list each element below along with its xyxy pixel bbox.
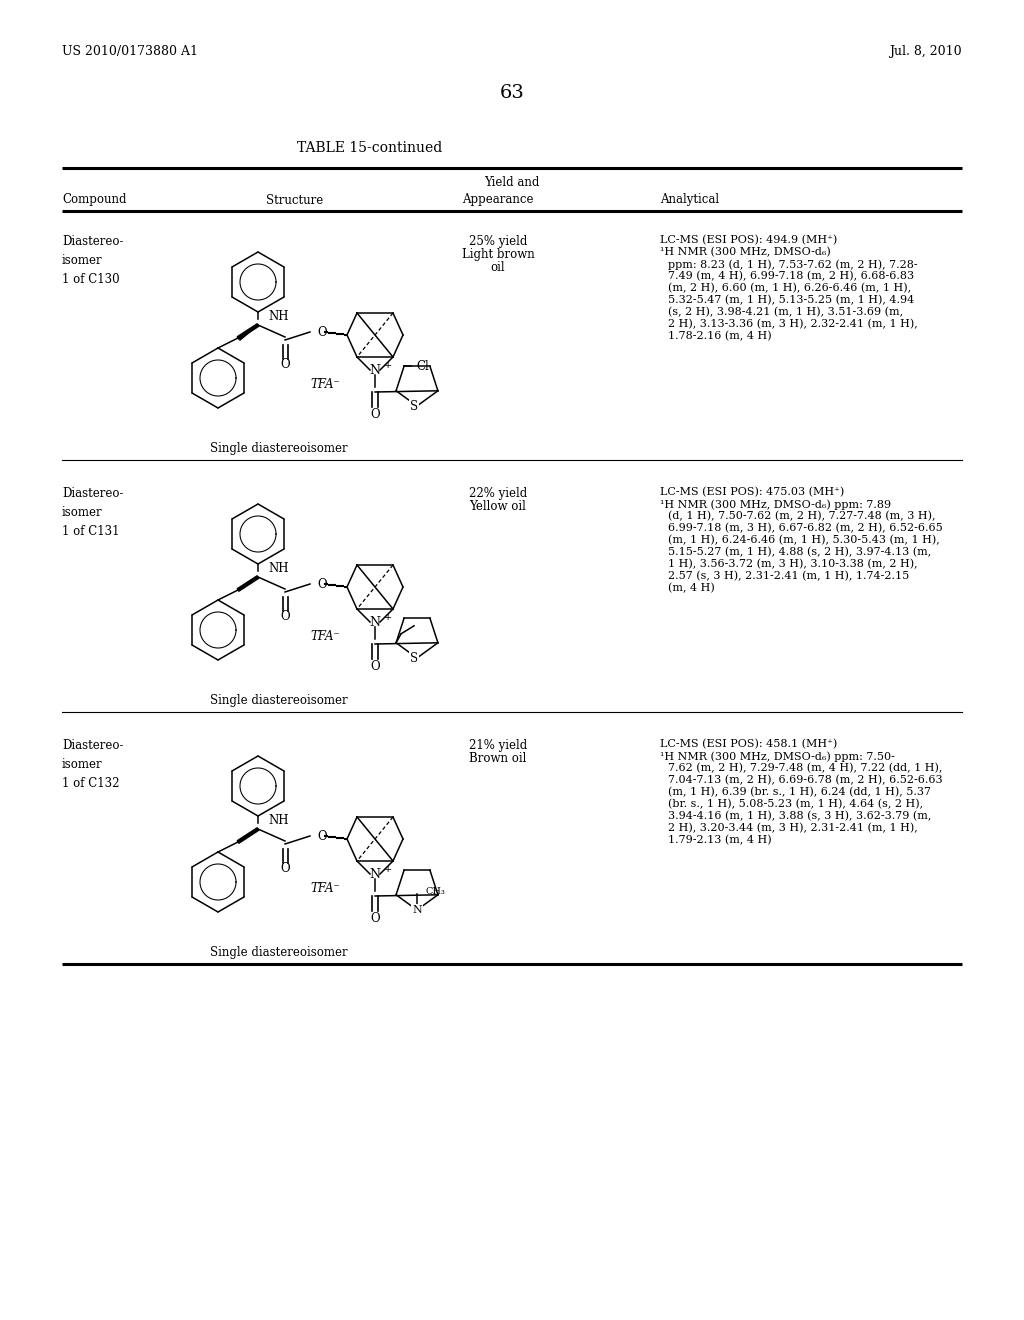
FancyArrow shape xyxy=(238,576,259,591)
Text: 1.78-2.16 (m, 4 H): 1.78-2.16 (m, 4 H) xyxy=(668,331,772,342)
Text: ¹H NMR (300 MHz, DMSO-d₆): ¹H NMR (300 MHz, DMSO-d₆) xyxy=(660,247,830,257)
Text: S: S xyxy=(410,400,418,412)
Text: 7.04-7.13 (m, 2 H), 6.69-6.78 (m, 2 H), 6.52-6.63: 7.04-7.13 (m, 2 H), 6.69-6.78 (m, 2 H), … xyxy=(668,775,943,785)
Text: ppm: 8.23 (d, 1 H), 7.53-7.62 (m, 2 H), 7.28-: ppm: 8.23 (d, 1 H), 7.53-7.62 (m, 2 H), … xyxy=(668,259,918,269)
Text: O: O xyxy=(317,578,327,590)
Text: LC-MS (ESI POS): 458.1 (MH⁺): LC-MS (ESI POS): 458.1 (MH⁺) xyxy=(660,739,838,750)
Text: O: O xyxy=(317,829,327,842)
Text: 2.57 (s, 3 H), 2.31-2.41 (m, 1 H), 1.74-2.15: 2.57 (s, 3 H), 2.31-2.41 (m, 1 H), 1.74-… xyxy=(668,572,909,581)
Text: N: N xyxy=(370,615,381,628)
Text: O: O xyxy=(371,408,380,421)
Text: 2 H), 3.13-3.36 (m, 3 H), 2.32-2.41 (m, 1 H),: 2 H), 3.13-3.36 (m, 3 H), 2.32-2.41 (m, … xyxy=(668,319,918,330)
Text: NH: NH xyxy=(268,562,289,576)
Text: +: + xyxy=(384,360,392,370)
Text: Jul. 8, 2010: Jul. 8, 2010 xyxy=(890,45,962,58)
FancyArrow shape xyxy=(238,828,259,843)
Text: Single diastereoisomer: Single diastereoisomer xyxy=(210,694,347,708)
Text: NH: NH xyxy=(268,310,289,323)
Text: N: N xyxy=(370,363,381,376)
Text: Diastereo-
isomer
1 of C131: Diastereo- isomer 1 of C131 xyxy=(62,487,124,539)
Text: Cl: Cl xyxy=(416,360,429,372)
Text: (m, 1 H), 6.24-6.46 (m, 1 H), 5.30-5.43 (m, 1 H),: (m, 1 H), 6.24-6.46 (m, 1 H), 5.30-5.43 … xyxy=(668,535,940,545)
Text: Compound: Compound xyxy=(62,194,127,206)
Text: (s, 2 H), 3.98-4.21 (m, 1 H), 3.51-3.69 (m,: (s, 2 H), 3.98-4.21 (m, 1 H), 3.51-3.69 … xyxy=(668,308,903,317)
Text: O: O xyxy=(281,862,290,875)
Text: TFA⁻: TFA⁻ xyxy=(310,379,340,392)
Text: LC-MS (ESI POS): 475.03 (MH⁺): LC-MS (ESI POS): 475.03 (MH⁺) xyxy=(660,487,844,498)
Text: CH₃: CH₃ xyxy=(425,887,444,896)
Text: Single diastereoisomer: Single diastereoisomer xyxy=(210,946,347,960)
Text: 2 H), 3.20-3.44 (m, 3 H), 2.31-2.41 (m, 1 H),: 2 H), 3.20-3.44 (m, 3 H), 2.31-2.41 (m, … xyxy=(668,822,918,833)
Text: S: S xyxy=(410,652,418,664)
Text: ¹H NMR (300 MHz, DMSO-d₆) ppm: 7.50-: ¹H NMR (300 MHz, DMSO-d₆) ppm: 7.50- xyxy=(660,751,895,762)
Text: 63: 63 xyxy=(500,84,524,102)
Text: TABLE 15-continued: TABLE 15-continued xyxy=(297,141,442,154)
Text: TFA⁻: TFA⁻ xyxy=(310,883,340,895)
Text: 7.62 (m, 2 H), 7.29-7.48 (m, 4 H), 7.22 (dd, 1 H),: 7.62 (m, 2 H), 7.29-7.48 (m, 4 H), 7.22 … xyxy=(668,763,942,774)
Text: Structure: Structure xyxy=(266,194,324,206)
Text: 1 H), 3.56-3.72 (m, 3 H), 3.10-3.38 (m, 2 H),: 1 H), 3.56-3.72 (m, 3 H), 3.10-3.38 (m, … xyxy=(668,558,918,569)
Text: O: O xyxy=(281,359,290,371)
Text: 1.79-2.13 (m, 4 H): 1.79-2.13 (m, 4 H) xyxy=(668,836,772,845)
Text: 25% yield: 25% yield xyxy=(469,235,527,248)
Text: O: O xyxy=(371,660,380,673)
Text: (br. s., 1 H), 5.08-5.23 (m, 1 H), 4.64 (s, 2 H),: (br. s., 1 H), 5.08-5.23 (m, 1 H), 4.64 … xyxy=(668,799,923,809)
Text: +: + xyxy=(384,612,392,622)
Text: 21% yield: 21% yield xyxy=(469,739,527,752)
Text: (m, 4 H): (m, 4 H) xyxy=(668,583,715,594)
Text: US 2010/0173880 A1: US 2010/0173880 A1 xyxy=(62,45,198,58)
Text: O: O xyxy=(317,326,327,338)
Text: LC-MS (ESI POS): 494.9 (MH⁺): LC-MS (ESI POS): 494.9 (MH⁺) xyxy=(660,235,838,246)
Text: Diastereo-
isomer
1 of C130: Diastereo- isomer 1 of C130 xyxy=(62,235,124,286)
Text: ¹H NMR (300 MHz, DMSO-d₆) ppm: 7.89: ¹H NMR (300 MHz, DMSO-d₆) ppm: 7.89 xyxy=(660,499,891,510)
Text: 3.94-4.16 (m, 1 H), 3.88 (s, 3 H), 3.62-3.79 (m,: 3.94-4.16 (m, 1 H), 3.88 (s, 3 H), 3.62-… xyxy=(668,810,932,821)
Text: Brown oil: Brown oil xyxy=(469,752,526,766)
Text: O: O xyxy=(371,912,380,925)
Text: 5.15-5.27 (m, 1 H), 4.88 (s, 2 H), 3.97-4.13 (m,: 5.15-5.27 (m, 1 H), 4.88 (s, 2 H), 3.97-… xyxy=(668,546,931,557)
Text: +: + xyxy=(384,865,392,874)
Text: Yield and: Yield and xyxy=(484,177,540,190)
Text: oil: oil xyxy=(490,261,505,275)
Text: N: N xyxy=(412,906,422,915)
Text: Light brown: Light brown xyxy=(462,248,535,261)
Text: Yellow oil: Yellow oil xyxy=(470,500,526,513)
Text: 22% yield: 22% yield xyxy=(469,487,527,500)
Text: 6.99-7.18 (m, 3 H), 6.67-6.82 (m, 2 H), 6.52-6.65: 6.99-7.18 (m, 3 H), 6.67-6.82 (m, 2 H), … xyxy=(668,523,943,533)
Text: NH: NH xyxy=(268,814,289,828)
Text: O: O xyxy=(281,610,290,623)
Text: Appearance: Appearance xyxy=(462,194,534,206)
Text: N: N xyxy=(370,867,381,880)
Text: Analytical: Analytical xyxy=(660,194,719,206)
Text: Single diastereoisomer: Single diastereoisomer xyxy=(210,442,347,455)
Text: TFA⁻: TFA⁻ xyxy=(310,631,340,644)
Text: 5.32-5.47 (m, 1 H), 5.13-5.25 (m, 1 H), 4.94: 5.32-5.47 (m, 1 H), 5.13-5.25 (m, 1 H), … xyxy=(668,294,914,305)
Text: 7.49 (m, 4 H), 6.99-7.18 (m, 2 H), 6.68-6.83: 7.49 (m, 4 H), 6.99-7.18 (m, 2 H), 6.68-… xyxy=(668,271,914,281)
Text: (m, 2 H), 6.60 (m, 1 H), 6.26-6.46 (m, 1 H),: (m, 2 H), 6.60 (m, 1 H), 6.26-6.46 (m, 1… xyxy=(668,282,911,293)
Text: (d, 1 H), 7.50-7.62 (m, 2 H), 7.27-7.48 (m, 3 H),: (d, 1 H), 7.50-7.62 (m, 2 H), 7.27-7.48 … xyxy=(668,511,936,521)
FancyArrow shape xyxy=(238,323,259,339)
Text: (m, 1 H), 6.39 (br. s., 1 H), 6.24 (dd, 1 H), 5.37: (m, 1 H), 6.39 (br. s., 1 H), 6.24 (dd, … xyxy=(668,787,931,797)
Text: Diastereo-
isomer
1 of C132: Diastereo- isomer 1 of C132 xyxy=(62,739,124,789)
